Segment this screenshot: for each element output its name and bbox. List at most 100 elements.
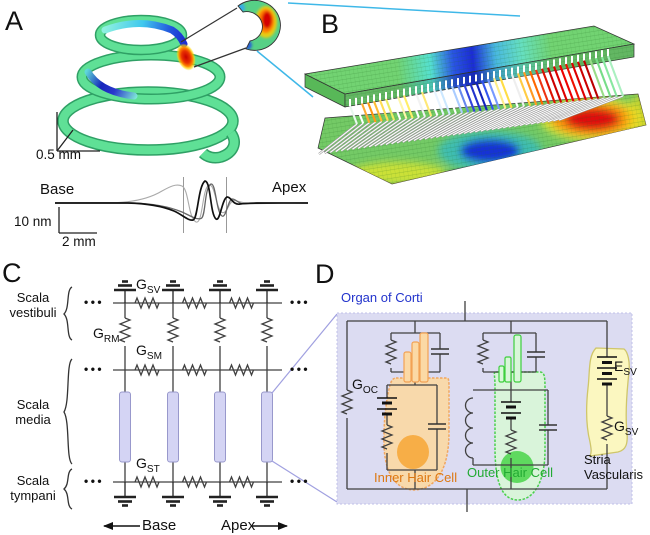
wave-marker-lines — [183, 177, 227, 233]
d-gsv-label: GSV — [614, 418, 639, 438]
esv-label: ESV — [614, 358, 637, 378]
stria-vascularis-label: Stria Vascularis — [584, 452, 644, 482]
hair-line — [493, 77, 507, 109]
panel-a-label: A — [5, 6, 24, 36]
pillar-line — [475, 105, 531, 133]
scala-media-label: Scala media — [15, 397, 51, 427]
hair-line — [415, 92, 427, 118]
pillar-line — [558, 95, 624, 121]
organ-of-corti-box — [214, 391, 226, 463]
pillar-line — [435, 109, 488, 138]
gsv-label: GSV — [136, 276, 161, 296]
cochlea-cross-section — [237, 0, 281, 51]
hair-line — [439, 88, 451, 115]
peak-response-hotspot — [176, 43, 196, 71]
pillar-line — [536, 98, 599, 124]
pillar-line — [469, 105, 525, 134]
hair-line — [589, 59, 606, 99]
ellipsis: ••• — [290, 361, 311, 376]
c-base-label: Base — [142, 517, 177, 534]
ground-icon — [160, 280, 186, 305]
hair-line — [391, 97, 402, 120]
pillar-line — [374, 117, 420, 147]
hair-line — [511, 74, 526, 107]
gst-label: GST — [136, 455, 160, 475]
pillar-line — [508, 101, 568, 128]
ground-icon — [207, 280, 233, 305]
grm-label: GRM — [93, 325, 120, 345]
pillar-line — [547, 96, 611, 123]
d-wires — [346, 301, 608, 512]
scala-tympani-label: Scala tympani — [10, 473, 56, 503]
wave-base-label: Base — [40, 181, 75, 198]
hair-line — [397, 96, 408, 120]
ground-icon — [112, 280, 138, 305]
hair-line — [541, 68, 556, 104]
pillar-line — [385, 115, 432, 145]
panel-c — [62, 280, 288, 530]
c-branch-3 — [207, 280, 233, 507]
b-link-lines — [256, 2, 521, 98]
pillar-line — [458, 107, 512, 135]
hair-line — [547, 67, 563, 103]
hair-line — [403, 95, 414, 119]
pillar-line — [324, 122, 364, 154]
goc-label: GOC — [352, 376, 379, 396]
pillar-line — [497, 102, 556, 130]
organ-of-corti-box — [167, 391, 179, 463]
hair-line — [457, 84, 470, 113]
pillar-line — [486, 103, 543, 131]
hair-line — [517, 73, 532, 107]
panel-b — [256, 2, 647, 185]
pillar-line — [424, 111, 475, 140]
wave-yscale-label: 10 nm — [14, 214, 52, 229]
scalebar-3d-label: 0.5 mm — [36, 147, 82, 162]
pillar-line — [363, 118, 407, 149]
ellipsis: ••• — [84, 473, 105, 488]
wave-apex-label: Apex — [272, 179, 307, 196]
pillar-line — [525, 99, 587, 126]
magnifier-lines — [180, 7, 247, 68]
wave-plot — [54, 177, 309, 234]
hair-line — [583, 60, 600, 99]
tectorial-membrane-mesh — [303, 25, 636, 108]
hair-line — [523, 71, 538, 106]
pillar-line — [430, 110, 481, 139]
hair-line — [373, 100, 383, 122]
hair-line — [529, 70, 544, 105]
c-branch-4 — [254, 280, 280, 507]
pillar-line — [542, 97, 605, 123]
pillar-line — [352, 119, 395, 150]
organ-of-corti-box — [119, 391, 131, 463]
hair-line — [409, 93, 420, 118]
hair-line — [505, 75, 519, 108]
pillar-line — [396, 114, 444, 144]
gsm-label: GSM — [136, 342, 163, 362]
pillar-line — [341, 120, 383, 152]
pillar-line — [402, 113, 451, 143]
stria-vascularis-ribbon — [586, 347, 630, 457]
hair-line — [535, 69, 550, 105]
hair-line — [445, 87, 457, 114]
hair-line — [499, 76, 513, 109]
pillar-line — [419, 111, 469, 141]
apex-arrowhead — [278, 522, 288, 530]
panel-d — [271, 301, 633, 512]
pillar-line — [318, 123, 358, 155]
pillar-line — [357, 118, 401, 149]
hair-line — [433, 89, 445, 116]
hair-line — [481, 80, 495, 111]
ohc-stereocilia — [498, 334, 522, 383]
traveling-wave-streak-mid — [84, 68, 138, 100]
hair-line — [577, 61, 594, 100]
pillar-line — [463, 106, 519, 134]
organ-of-corti-box-highlighted — [261, 391, 273, 463]
hair-line — [571, 62, 587, 101]
d-link-lines — [271, 313, 338, 503]
c-branch-1 — [112, 280, 138, 507]
ohc-nucleus — [500, 451, 534, 483]
pillar-line — [553, 96, 618, 122]
cochlea-spiral — [57, 14, 240, 164]
ground-icon — [254, 480, 280, 507]
